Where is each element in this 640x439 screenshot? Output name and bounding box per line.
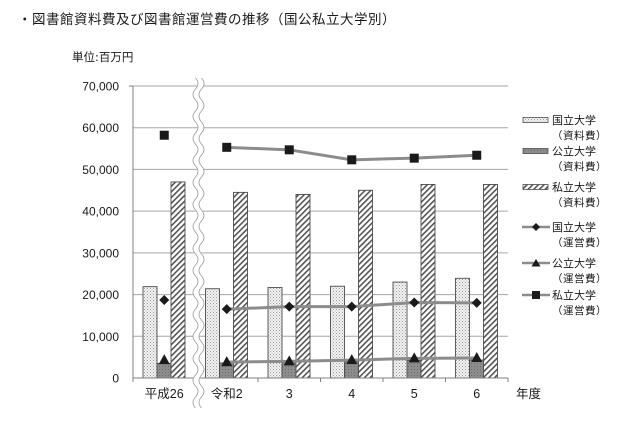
legend-item: 私立大学 （資料費） (520, 179, 638, 211)
legend-bar-swatch-icon (522, 148, 549, 154)
triangle-marker-icon (408, 352, 420, 363)
legend-sublabel: （運営費） (552, 273, 607, 285)
diamond-marker-icon (346, 301, 357, 312)
diamond-marker-icon (471, 297, 482, 308)
x-tick-label: 3 (286, 387, 293, 401)
bar (406, 360, 422, 379)
bar (483, 183, 498, 379)
square-marker-icon (472, 150, 482, 160)
triangle-marker-icon (346, 354, 358, 365)
legend-item: 公立大学 （運営費） (520, 255, 638, 287)
break-line-left (192, 77, 199, 409)
diamond-marker-icon (409, 297, 420, 308)
triangle-marker-icon (471, 351, 483, 362)
square-marker-icon (409, 153, 419, 163)
legend-item: 国立大学 （運営費） (520, 219, 638, 251)
bar (205, 288, 220, 379)
bar (295, 194, 311, 379)
gridlines (133, 85, 508, 337)
x-tick-label: 4 (348, 387, 355, 401)
bar (156, 362, 172, 379)
legend-sublabel: （運営費） (552, 237, 607, 249)
square-marker-icon (222, 142, 232, 152)
x-axis-suffix-label: 年度 (516, 386, 542, 401)
legend-sublabel: （資料費） (552, 197, 607, 209)
break-band (193, 75, 204, 411)
bar (233, 191, 248, 379)
x-axis-tick-labels: 平成26 令和2 3 4 5 6 年度 (145, 386, 542, 401)
legend-bar-swatch-icon (522, 117, 549, 123)
page-title: ・図書館資料費及び図書館運営費の推移（国公私立大学別） (18, 12, 396, 28)
legend-bar-swatch-icon (522, 184, 549, 190)
axes (129, 85, 509, 382)
legend-line-triangle-icon (522, 259, 550, 267)
square-marker-icon (284, 145, 294, 155)
diamond-marker-icon (221, 304, 232, 315)
unit-label: 単位:百万円 (72, 50, 134, 64)
bar (170, 181, 186, 379)
legend-label: 公立大学 (552, 257, 596, 270)
axis-break-wavy-icon (192, 75, 205, 411)
x-tick-label: 令和2 (211, 386, 243, 401)
legend-label: 国立大学 (552, 114, 596, 127)
bar (344, 361, 359, 379)
legend-item: 私立大学 （運営費） (520, 287, 638, 319)
legend-label: 国立大学 (552, 221, 596, 234)
bar (267, 287, 283, 379)
y-tick-label: 20,000 (82, 288, 119, 302)
bar (420, 183, 436, 379)
legend-line-diamond-icon (522, 223, 550, 231)
bar (392, 281, 408, 379)
bar (455, 277, 470, 379)
triangle-marker-icon (221, 356, 233, 367)
x-tick-label: 5 (411, 387, 418, 401)
square-marker-icon (159, 130, 169, 140)
bar (330, 285, 345, 379)
x-tick-label: 平成26 (145, 387, 184, 401)
square-marker-icon (347, 155, 357, 165)
y-tick-label: 60,000 (82, 121, 119, 135)
legend-line-square-icon (522, 291, 550, 299)
legend-label: 私立大学 (552, 289, 596, 302)
triangle-marker-icon (283, 355, 295, 366)
diamond-marker-icon (159, 294, 170, 305)
triangle-marker-icon (158, 354, 170, 365)
legend-label: 公立大学 (552, 145, 596, 158)
legend-label: 私立大学 (552, 181, 596, 194)
bar (358, 189, 373, 379)
diamond-marker-icon (284, 301, 295, 312)
legend-sublabel: （資料費） (552, 130, 607, 142)
y-axis-tick-labels: 0 10,000 20,000 30,000 40,000 50,000 60,000 70,… (82, 80, 119, 386)
y-tick-label: 0 (112, 372, 119, 386)
y-tick-label: 70,000 (82, 80, 119, 94)
x-tick-label: 6 (473, 387, 480, 401)
legend-item: 公立大学 （資料費） (520, 143, 638, 175)
y-tick-label: 40,000 (82, 205, 119, 219)
break-line-right (198, 77, 205, 409)
bar (469, 359, 484, 379)
line-series (158, 130, 483, 367)
legend-item: 国立大学 （資料費） (520, 112, 638, 144)
y-tick-label: 50,000 (82, 163, 119, 177)
legend-sublabel: （資料費） (552, 161, 607, 173)
legend-sublabel: （運営費） (552, 305, 607, 317)
y-tick-label: 30,000 (82, 246, 119, 260)
y-tick-label: 10,000 (82, 330, 119, 344)
bar (142, 286, 158, 379)
